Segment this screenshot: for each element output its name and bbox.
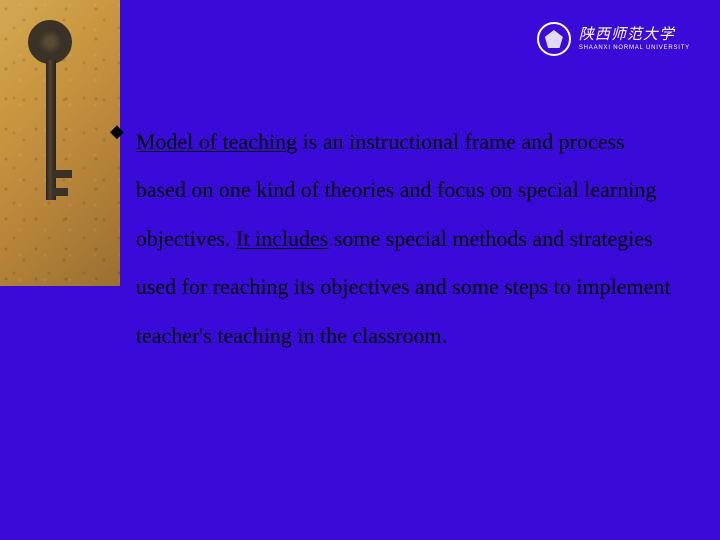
sidebar-decorative-image [0,0,120,286]
logo-seal-icon [537,22,571,56]
slide-content: ◆ Model of teaching is an instructional … [110,118,680,360]
university-logo: 陕西师范大学 SHAANXI NORMAL UNIVERSITY [537,22,690,56]
text-underlined-1: Model of teaching [136,129,297,154]
text-underlined-2: It includes [236,226,328,251]
bullet-item: ◆ Model of teaching is an instructional … [110,118,680,360]
bullet-text: Model of teaching is an instructional fr… [136,118,680,360]
logo-name-en: SHAANXI NORMAL UNIVERSITY [579,45,690,51]
logo-name-cn: 陕西师范大学 [579,28,690,43]
bullet-marker-icon: ◆ [110,121,124,142]
key-icon [28,20,72,64]
